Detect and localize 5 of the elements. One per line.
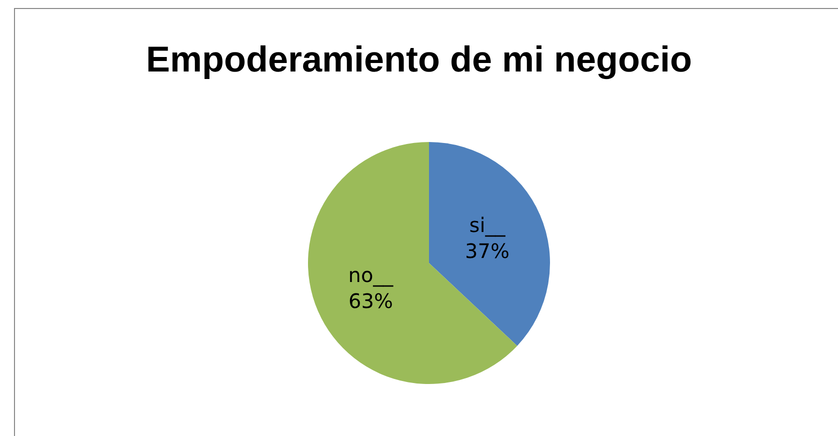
data-label: 37% xyxy=(465,238,510,263)
slice-label: si__ xyxy=(469,212,506,237)
chart-title: Empoderamiento de mi negocio xyxy=(146,38,692,80)
slice-label: no__ xyxy=(348,263,394,288)
data-label: 63% xyxy=(348,289,393,314)
